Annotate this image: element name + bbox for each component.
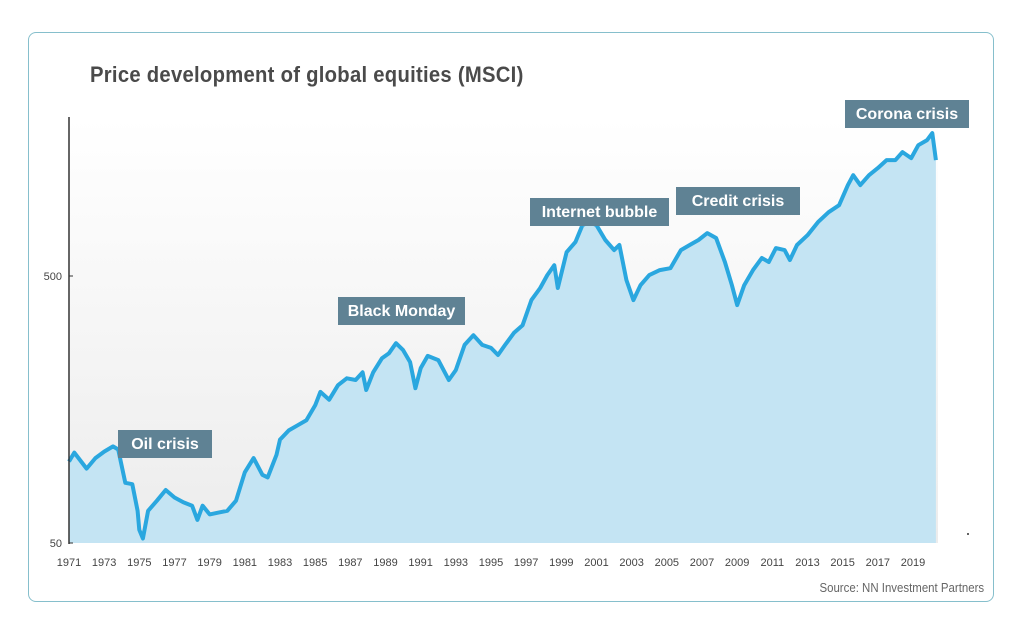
- series-line: [67, 131, 938, 541]
- x-tick-label: 1991: [408, 557, 432, 569]
- x-tick-label: 2017: [866, 557, 890, 569]
- annotation-box: [676, 187, 800, 215]
- x-tick-label: 2007: [690, 557, 714, 569]
- annotation-internet-bubble: Internet bubble: [530, 198, 669, 226]
- y-tick-label: 50: [50, 538, 62, 550]
- annotation-credit-crisis: Credit crisis: [676, 187, 800, 215]
- x-tick-label: 2013: [795, 557, 819, 569]
- x-tick-label: 1977: [162, 557, 186, 569]
- chart-title: Price development of global equities (MS…: [90, 62, 524, 87]
- x-tick-label: 2015: [830, 557, 854, 569]
- x-tick-label: 1985: [303, 557, 327, 569]
- annotation-label: Corona crisis: [856, 106, 958, 123]
- annotation-box: [338, 297, 465, 325]
- annotation-label: Credit crisis: [692, 193, 785, 210]
- chart-card: [28, 32, 994, 602]
- x-tick-label: 1983: [268, 557, 292, 569]
- x-tick-label: 1975: [127, 557, 151, 569]
- annotation-oil-crisis: Oil crisis: [118, 430, 212, 458]
- x-tick-label: 1981: [233, 557, 257, 569]
- x-tick-label: 2003: [619, 557, 643, 569]
- y-tick-label: 500: [44, 271, 62, 283]
- x-tick-label: 2005: [655, 557, 679, 569]
- series-area: [69, 133, 936, 543]
- x-tick-label: 1999: [549, 557, 573, 569]
- x-tick-label: 2019: [901, 557, 925, 569]
- x-tick-label: 1997: [514, 557, 538, 569]
- x-tick-label: 1979: [197, 557, 221, 569]
- annotation-label: Oil crisis: [131, 436, 199, 453]
- dot-mark: [967, 533, 969, 535]
- x-tick-label: 1989: [373, 557, 397, 569]
- x-tick-label: 1993: [444, 557, 468, 569]
- x-tick-label: 2001: [584, 557, 608, 569]
- x-tick-label: 1971: [57, 557, 81, 569]
- x-tick-label: 2011: [761, 557, 785, 569]
- annotation-box: [118, 430, 212, 458]
- annotation-corona-crisis: Corona crisis: [845, 100, 969, 128]
- chart-source: Source: NN Investment Partners: [819, 580, 984, 595]
- x-tick-label: 1987: [338, 557, 362, 569]
- x-tick-label: 2009: [725, 557, 749, 569]
- annotation-label: Internet bubble: [542, 204, 658, 221]
- x-tick-label: 1995: [479, 557, 503, 569]
- annotation-black-monday: Black Monday: [338, 297, 465, 325]
- annotation-box: [530, 198, 669, 226]
- x-tick-label: 1973: [92, 557, 116, 569]
- annotation-box: [845, 100, 969, 128]
- annotation-label: Black Monday: [348, 303, 456, 320]
